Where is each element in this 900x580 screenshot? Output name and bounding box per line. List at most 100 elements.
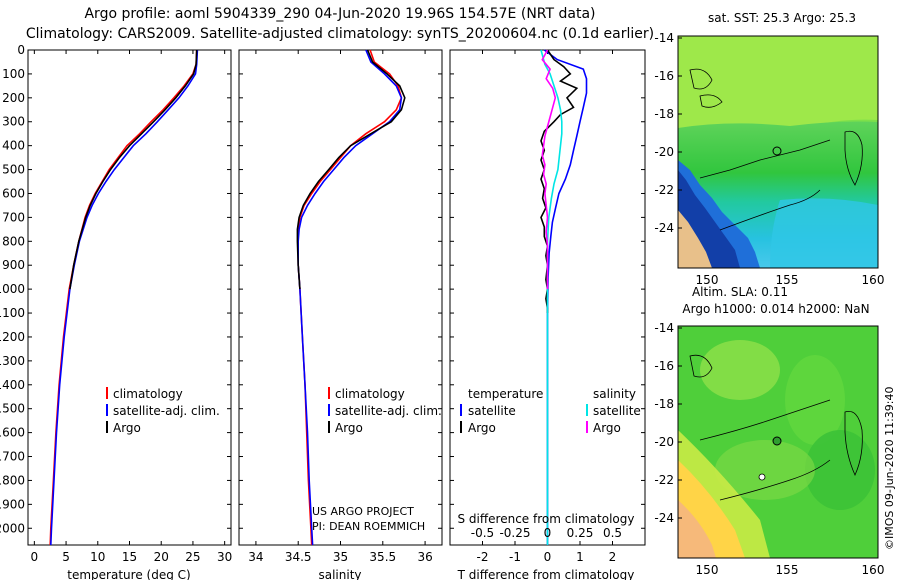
legend-label-climatology: climatology <box>335 387 405 401</box>
legend-label-t-satellite: satellite <box>468 404 516 418</box>
legend-label-satellite: satellite-adj. clim. <box>335 404 442 418</box>
title-line-2: Climatology: CARS2009. Satellite-adjuste… <box>25 26 655 42</box>
map-lat-label: -18 <box>654 107 674 121</box>
x-tick-label: 0 <box>544 550 552 564</box>
series-line-argo <box>69 49 198 290</box>
legend-label-s-argo: Argo <box>593 421 621 435</box>
x-tick-label: 10 <box>90 550 105 564</box>
y-tick-label: 800 <box>2 234 25 248</box>
series-line-s-satellite <box>540 49 563 545</box>
map-lat-label: -24 <box>654 511 674 525</box>
map-lon-label: 160 <box>862 563 885 577</box>
imos-credit: ©IMOS 09-Jun-2020 11:39:40 <box>883 386 896 550</box>
legend-swatch-argo <box>328 421 330 433</box>
y-tick-label: 1500 <box>0 402 25 416</box>
map-lat-label: -16 <box>654 359 674 373</box>
y-tick-label: 700 <box>2 210 25 224</box>
map-lon-label: 150 <box>696 273 719 287</box>
legend-label-t-argo: Argo <box>468 421 496 435</box>
s-diff-tick-label: 0 <box>544 526 552 540</box>
credit-pi: PI: DEAN ROEMMICH <box>312 520 425 533</box>
map-lat-label: -18 <box>654 397 674 411</box>
y-tick-label: 1800 <box>0 473 25 487</box>
x-tick-label: 15 <box>122 550 137 564</box>
temperature-axis-label: temperature (deg C) <box>67 568 190 580</box>
x-tick-label: 34.5 <box>285 550 312 564</box>
map-lon-label: 155 <box>776 563 799 577</box>
sla-map-title-1: Altim. SLA: 0.11 <box>692 285 788 299</box>
y-tick-label: 1000 <box>0 282 25 296</box>
map-lon-label: 150 <box>696 563 719 577</box>
t-diff-axis-label: T difference from climatology <box>457 568 635 580</box>
sla-map <box>677 325 879 559</box>
x-tick-label: 5 <box>62 550 70 564</box>
legend-label-satellite: satellite-adj. clim. <box>113 404 220 418</box>
map-lat-label: -14 <box>654 31 674 45</box>
map-lat-label: -20 <box>654 145 674 159</box>
legend-swatch-t-argo <box>460 421 462 433</box>
legend-swatch-s-satellite <box>586 404 588 416</box>
map-lat-label: -22 <box>654 473 674 487</box>
y-tick-label: 400 <box>2 139 25 153</box>
legend-label-argo: Argo <box>113 421 141 435</box>
x-tick-label: 20 <box>154 550 169 564</box>
legend-swatch-t-satellite <box>460 404 462 416</box>
x-tick-label: -2 <box>477 550 489 564</box>
y-tick-label: 1200 <box>0 330 25 344</box>
salinity-axis-label: salinity <box>318 568 361 580</box>
s-diff-tick-label: -0.25 <box>499 526 530 540</box>
y-tick-label: 1900 <box>0 497 25 511</box>
x-tick-label: 25 <box>185 550 200 564</box>
credit-project: US ARGO PROJECT <box>312 505 414 518</box>
map-lat-label: -14 <box>654 321 674 335</box>
x-tick-label: 35 <box>333 550 348 564</box>
legend-label-argo: Argo <box>335 421 363 435</box>
map-lat-label: -24 <box>654 221 674 235</box>
x-tick-label: 0 <box>31 550 39 564</box>
series-line-argo <box>296 49 406 290</box>
s-diff-tick-label: 0.5 <box>603 526 622 540</box>
legend-title-temperature: temperature <box>468 387 543 401</box>
legend-swatch-climatology <box>106 387 108 399</box>
y-tick-label: 0 <box>17 43 25 57</box>
y-tick-label: 100 <box>2 67 25 81</box>
legend-swatch-satellite <box>328 404 330 416</box>
s-diff-tick-label: 0.25 <box>567 526 594 540</box>
map-lat-label: -22 <box>654 183 674 197</box>
salinity-legend: climatology satellite-adj. clim. Argo <box>328 387 442 435</box>
y-tick-label: 600 <box>2 186 25 200</box>
y-tick-label: 1700 <box>0 450 25 464</box>
y-tick-label: 500 <box>2 163 25 177</box>
map-lat-label: -20 <box>654 435 674 449</box>
legend-label-climatology: climatology <box>113 387 183 401</box>
title-line-1: Argo profile: aoml 5904339_290 04-Jun-20… <box>84 6 596 22</box>
y-tick-label: 1400 <box>0 378 25 392</box>
series-line-satellite-adj-clim- <box>297 49 403 546</box>
difference-legend: temperature satellite Argo salinity sate… <box>460 387 641 435</box>
s-diff-axis-label: S difference from climatology <box>458 512 635 526</box>
x-tick-label: 34 <box>248 550 263 564</box>
s-diff-tick-label: -0.5 <box>471 526 494 540</box>
temperature-panel <box>27 49 232 546</box>
y-tick-label: 300 <box>2 115 25 129</box>
x-tick-label: 30 <box>217 550 232 564</box>
legend-swatch-s-argo <box>586 421 588 433</box>
x-tick-label: 1 <box>576 550 584 564</box>
legend-title-salinity: salinity <box>593 387 636 401</box>
legend-swatch-satellite <box>106 404 108 416</box>
legend-label-s-satellite: satellite <box>593 404 641 418</box>
y-tick-label: 1300 <box>0 354 25 368</box>
sst-map-title: sat. SST: 25.3 Argo: 25.3 <box>708 11 856 25</box>
temperature-legend: climatology satellite-adj. clim. Argo <box>106 387 220 435</box>
map-lon-label: 160 <box>862 273 885 287</box>
y-tick-label: 2000 <box>0 521 25 535</box>
x-tick-label: 35.5 <box>369 550 396 564</box>
y-tick-label: 900 <box>2 258 25 272</box>
y-tick-label: 1600 <box>0 426 25 440</box>
y-tick-label: 200 <box>2 91 25 105</box>
series-line-s-argo <box>541 49 557 290</box>
map-lon-label: 155 <box>776 273 799 287</box>
legend-swatch-argo <box>106 421 108 433</box>
x-tick-label: -1 <box>509 550 521 564</box>
